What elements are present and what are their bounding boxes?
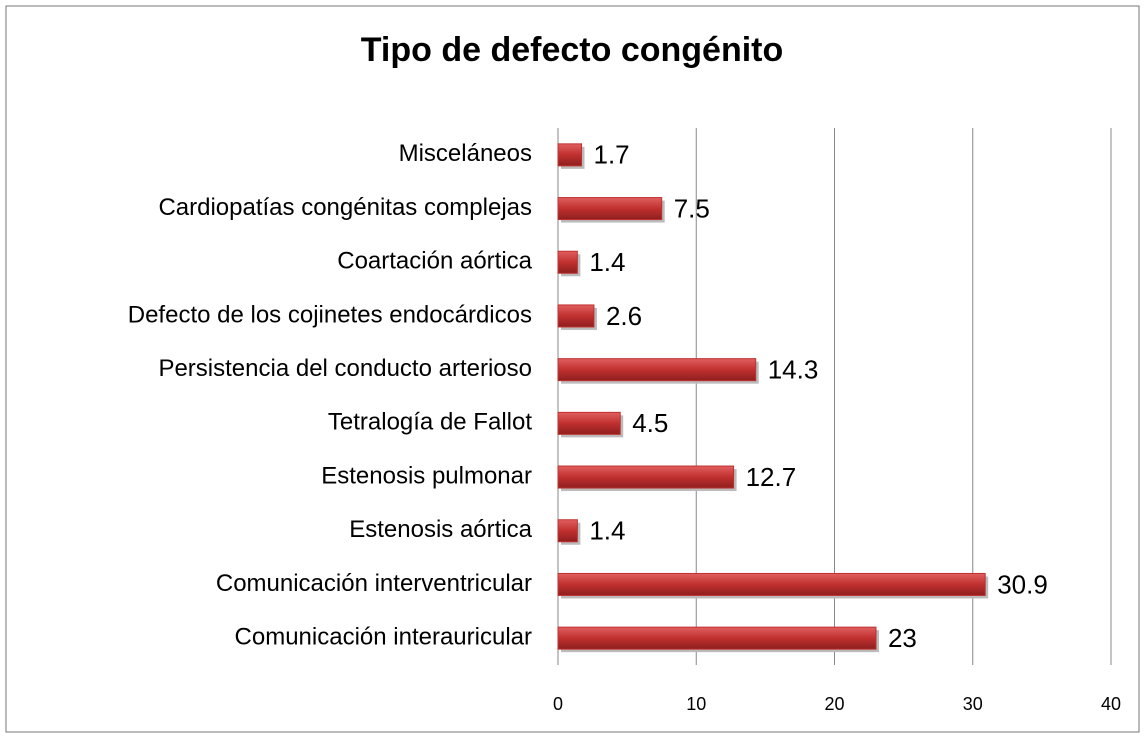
x-tick-label: 30: [963, 694, 983, 714]
data-label: 4.5: [632, 408, 668, 438]
data-label: 12.7: [746, 462, 797, 492]
y-tick-label: Estenosis aórtica: [349, 516, 532, 543]
x-tick-label: 10: [686, 694, 706, 714]
y-tick-label: Comunicación interauricular: [235, 623, 532, 650]
bar: [557, 358, 757, 382]
data-label: 2.6: [606, 301, 642, 331]
data-label: 1.4: [589, 516, 625, 546]
bar: [557, 465, 735, 489]
y-tick-label: Cardiopatías congénitas complejas: [158, 194, 532, 221]
bar: [557, 411, 621, 435]
y-tick-label: Tetralogía de Fallot: [328, 409, 532, 436]
y-tick-label: Coartación aórtica: [337, 248, 532, 275]
y-tick-label: Estenosis pulmonar: [321, 462, 532, 489]
y-tick-label: Defecto de los cojinetes endocárdicos: [128, 301, 532, 328]
data-label: 14.3: [768, 355, 819, 385]
y-tick-label: Misceláneos: [399, 140, 532, 167]
bar: [557, 197, 663, 221]
y-tick-label: Persistencia del conducto arterioso: [158, 355, 532, 382]
chart-title: Tipo de defecto congénito: [361, 31, 784, 69]
bar: [557, 250, 578, 274]
data-label: 30.9: [997, 569, 1048, 599]
x-tick-label: 40: [1101, 694, 1121, 714]
bar: [557, 143, 583, 167]
data-label: 23: [888, 623, 917, 653]
x-tick-label: 20: [824, 694, 844, 714]
data-label: 1.4: [589, 247, 625, 277]
bar: [557, 519, 578, 543]
bar: [557, 304, 595, 328]
data-label: 1.7: [594, 140, 630, 170]
x-tick-label: 0: [553, 694, 563, 714]
bar: [557, 572, 986, 596]
y-tick-label: Comunicación interventricular: [216, 570, 532, 597]
data-label: 7.5: [674, 193, 710, 223]
bar: [557, 626, 877, 650]
